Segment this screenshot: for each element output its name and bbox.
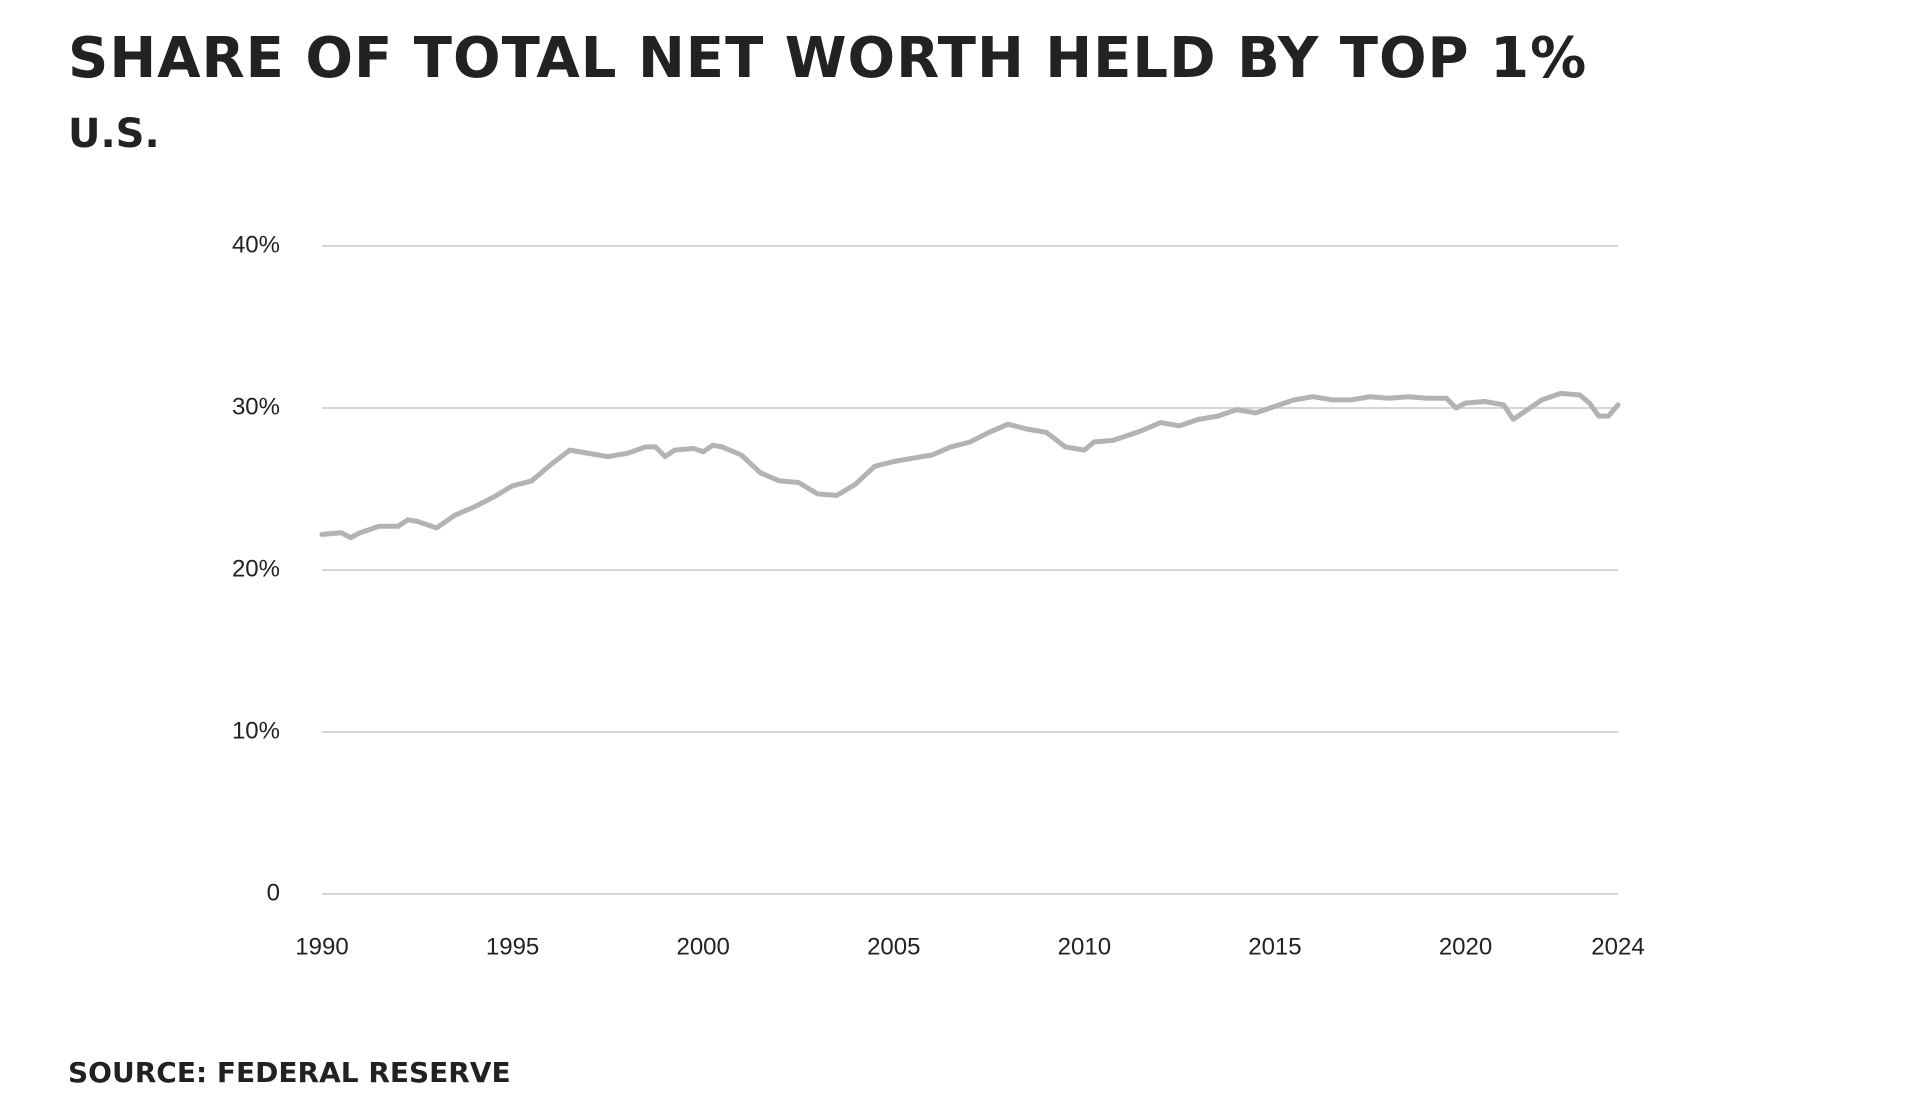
y-tick-label: 0 (267, 879, 280, 906)
x-tick-label: 1995 (486, 933, 539, 960)
x-tick-label: 2010 (1058, 933, 1111, 960)
chart-subtitle: U.S. (68, 111, 160, 157)
x-tick-label: 2015 (1248, 933, 1301, 960)
x-tick-label: 2024 (1591, 933, 1644, 960)
data-line (319, 390, 1621, 541)
y-tick-label: 20% (232, 555, 280, 582)
y-tick-label: 10% (232, 717, 280, 744)
source-note: SOURCE: FEDERAL RESERVE (68, 1056, 511, 1089)
chart-title: SHARE OF TOTAL NET WORTH HELD BY TOP 1% (68, 26, 1587, 91)
y-tick-label: 30% (232, 393, 280, 420)
x-tick-label: 2000 (676, 933, 729, 960)
x-tick-label: 2020 (1439, 933, 1492, 960)
x-tick-label: 1990 (295, 933, 348, 960)
x-tick-label: 2005 (867, 933, 920, 960)
y-tick-label: 40% (232, 231, 280, 258)
